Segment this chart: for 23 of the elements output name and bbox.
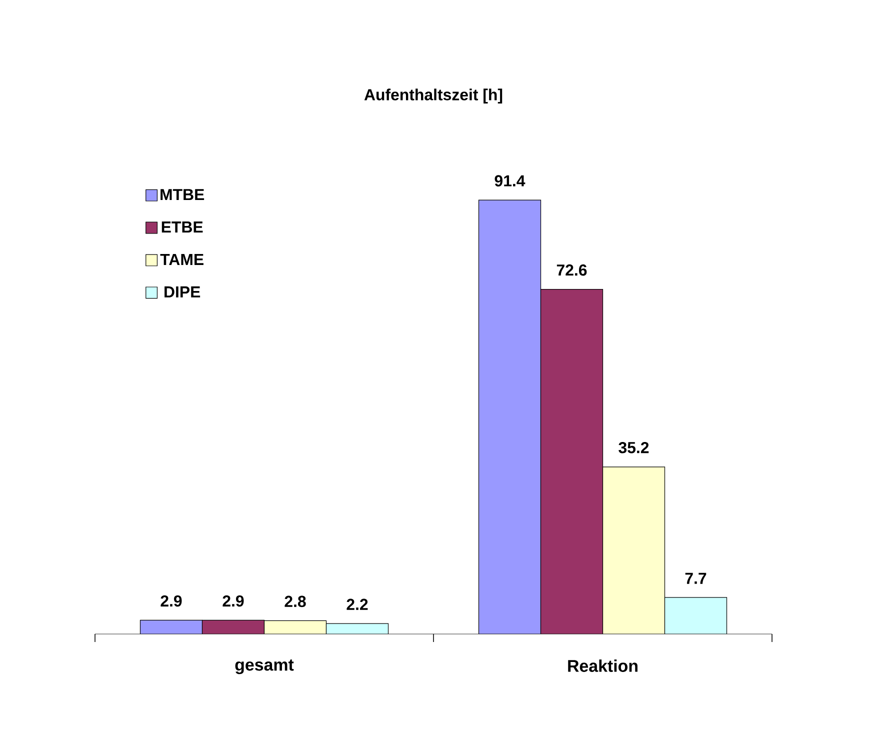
- data-label: 2.8: [284, 596, 306, 608]
- x-tick-label: Reaktion: [568, 660, 638, 672]
- data-label: 2.9: [160, 595, 182, 607]
- data-label: 35.2: [618, 442, 649, 454]
- bar: [540, 289, 604, 634]
- legend-label: TAME: [160, 254, 204, 265]
- bar: [264, 620, 326, 634]
- legend-label: DIPE: [164, 286, 200, 298]
- legend-label: ETBE: [162, 222, 203, 232]
- legend-label: MTBE: [160, 189, 204, 200]
- bar: [664, 597, 728, 634]
- x-tick-label: gesamt: [235, 660, 294, 674]
- chart-title: Aufenthaltszeit [h]: [364, 88, 502, 104]
- data-label: 91.4: [494, 175, 526, 186]
- data-label: 2.9: [222, 595, 244, 607]
- data-label: 2.2: [346, 598, 368, 610]
- bar: [202, 620, 264, 634]
- bar: [602, 466, 666, 634]
- bar: [326, 624, 388, 634]
- data-label: 72.6: [556, 264, 587, 276]
- bar: [140, 620, 202, 634]
- bar: [478, 200, 542, 634]
- data-label: 7.7: [685, 572, 706, 584]
